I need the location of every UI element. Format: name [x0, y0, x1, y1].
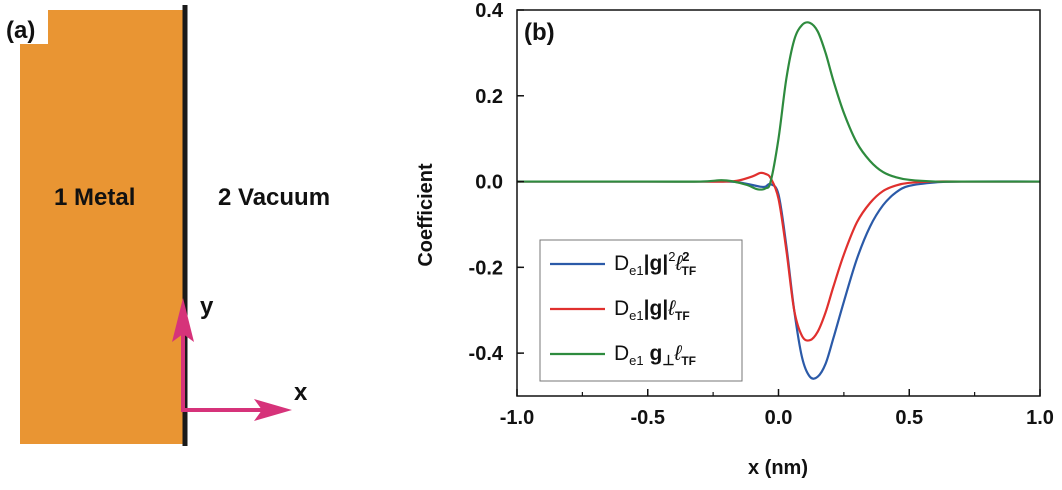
coefficient-line-chart: -1.0 -0.5 0.0 0.5 1.0 -0.4-0.20.00.20.4 (b) …	[415, 0, 1054, 479]
y-axis-title: Coefficient	[415, 163, 437, 267]
y-tick-label: 0.2	[475, 86, 503, 108]
x-axis-arrowhead	[254, 399, 292, 421]
y-tick-label: -0.2	[469, 257, 503, 279]
x-tick-label: -0.5	[631, 407, 665, 429]
legend-label-1: De1|g|2ℓ2 TF	[614, 249, 696, 278]
y-axis-arrowhead	[172, 298, 194, 342]
panel-b-label: (b)	[524, 19, 555, 46]
panel-a-schematic: (a) 1 Metal 2 Vacuum y x	[0, 0, 420, 485]
legend-items: De1|g|2ℓ2 TF De1|g|ℓTF De1 g⊥ℓTF	[550, 249, 696, 368]
legend-label-2: De1|g|ℓTF	[614, 297, 690, 323]
y-tick-label: 0.4	[475, 0, 504, 22]
panel-b-chart: -1.0 -0.5 0.0 0.5 1.0 -0.4 -0.2 0.0 0.2 0.4 (b) …	[400, 0, 1062, 485]
y-tick-label: 0.0	[475, 172, 503, 194]
y-axis-arrow-label: y	[200, 293, 214, 320]
series-line-2	[516, 171, 1040, 342]
metal-region	[20, 10, 185, 444]
plot-lines	[516, 21, 1041, 380]
y-tick-label: -0.4	[469, 343, 504, 365]
x-tick-label: -1.0	[500, 407, 534, 429]
x-tick-label: 0.0	[765, 407, 793, 429]
x-axis-ticks: -1.0 -0.5 0.0 0.5 1.0	[500, 389, 1054, 429]
panel-a-label-background	[2, 10, 48, 44]
metal-region-label: 1 Metal	[54, 184, 135, 211]
series-line-3	[516, 21, 1040, 191]
legend-label-3: De1 g⊥ℓTF	[614, 342, 696, 368]
x-tick-label: 0.5	[895, 407, 923, 429]
vacuum-region-label: 2 Vacuum	[218, 184, 330, 211]
x-axis-title: x (nm)	[748, 457, 808, 479]
y-axis-ticks: -0.4 -0.2 0.0 0.2 0.4	[469, 0, 524, 365]
x-tick-label: 1.0	[1026, 407, 1054, 429]
panel-a-label: (a)	[6, 17, 35, 44]
legend: De1|g|2ℓ2 TF De1|g|ℓTF De1 g⊥ℓTF	[539, 239, 743, 382]
x-axis-arrow-label: x	[294, 379, 308, 406]
schematic-svg: (a) 1 Metal 2 Vacuum y x	[2, 5, 330, 446]
